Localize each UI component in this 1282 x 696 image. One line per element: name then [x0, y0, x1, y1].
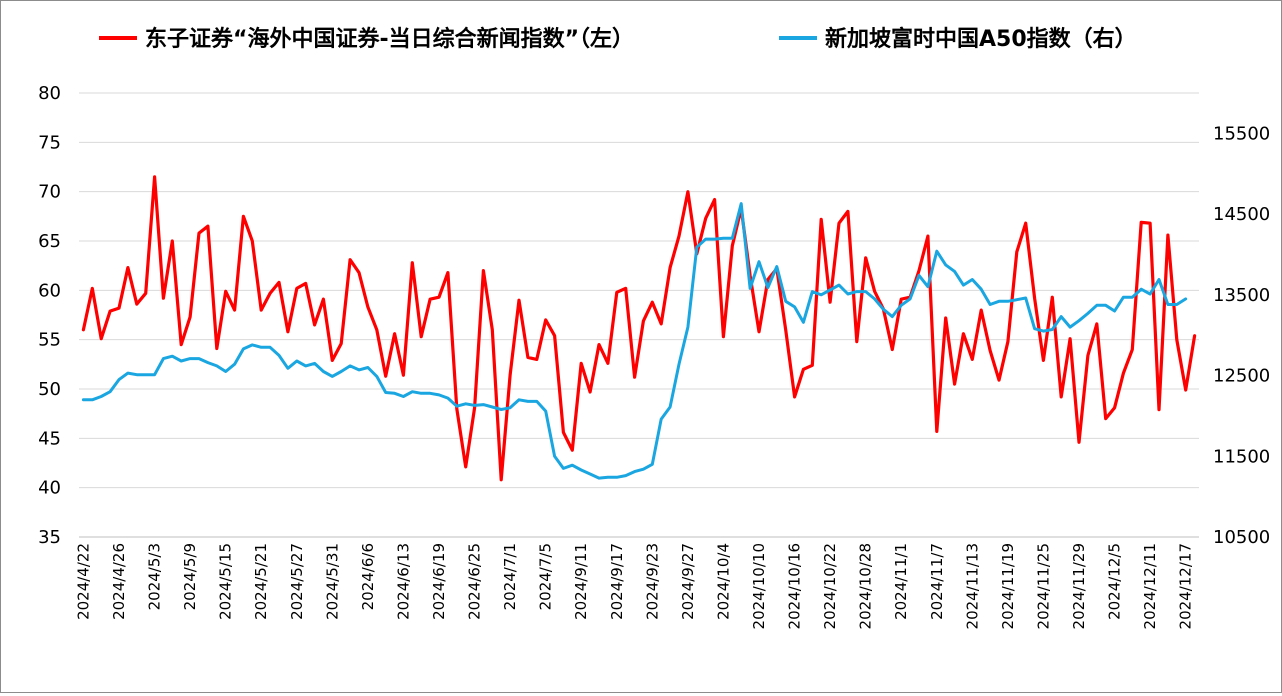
series-line-a50-index — [81, 202, 1188, 480]
left-y-tick-label: 70 — [38, 182, 61, 203]
left-y-tick-label: 50 — [38, 379, 61, 400]
left-y-tick-label: 35 — [38, 527, 61, 548]
series-layer — [81, 175, 1197, 482]
x-tick-label: 2024/5/31 — [323, 543, 341, 620]
right-y-tick-label: 10500 — [1213, 527, 1270, 548]
x-tick-label: 2024/9/23 — [643, 543, 661, 620]
left-y-tick-label: 60 — [38, 280, 61, 301]
x-tick-label: 2024/10/22 — [821, 543, 839, 629]
left-y-axis: 35 40 45 50 55 60 65 70 75 80 — [38, 83, 61, 548]
x-tick-label: 2024/11/25 — [1034, 543, 1052, 629]
right-y-tick-label: 11500 — [1213, 446, 1270, 467]
x-tick-label: 2024/10/28 — [857, 543, 875, 629]
left-y-tick-label: 80 — [38, 83, 61, 104]
x-tick-label: 2024/5/27 — [288, 543, 306, 620]
x-tick-label: 2024/6/19 — [430, 543, 448, 620]
right-y-tick-label: 14500 — [1213, 204, 1270, 225]
x-tick-label: 2024/12/11 — [1141, 543, 1159, 629]
x-tick-label: 2024/6/6 — [359, 543, 377, 610]
x-tick-label: 2024/11/13 — [963, 543, 981, 629]
right-y-axis: 10500 11500 12500 13500 14500 15500 — [1213, 123, 1270, 548]
left-y-tick-label: 75 — [38, 132, 61, 153]
right-y-tick-label: 15500 — [1213, 123, 1270, 144]
x-tick-label: 2024/5/15 — [217, 543, 235, 620]
right-y-tick-label: 12500 — [1213, 366, 1270, 387]
x-tick-label: 2024/10/16 — [786, 543, 804, 629]
x-axis: 2024/4/22 2024/4/26 2024/5/3 2024/5/9 2024/5… — [74, 536, 1199, 629]
x-tick-label: 2024/10/10 — [750, 543, 768, 629]
left-y-tick-label: 65 — [38, 231, 61, 252]
x-tick-label: 2024/11/29 — [1070, 543, 1088, 629]
right-y-tick-label: 13500 — [1213, 285, 1270, 306]
left-y-tick-label: 45 — [38, 428, 61, 449]
x-tick-label: 2024/5/21 — [252, 543, 270, 620]
x-tick-label: 2024/12/5 — [1106, 543, 1124, 620]
x-tick-label: 2024/6/13 — [394, 543, 412, 620]
gridlines — [79, 92, 1199, 489]
legend-label-news-index: 东子证券“海外中国证券-当日综合新闻指数”（左） — [145, 26, 634, 52]
x-tick-label: 2024/12/17 — [1177, 543, 1195, 629]
legend: 东子证券“海外中国证券-当日综合新闻指数”（左） 新加坡富时中国A50指数（右） — [99, 26, 1137, 52]
x-tick-label: 2024/5/9 — [181, 543, 199, 610]
x-tick-label: 2024/9/27 — [679, 543, 697, 620]
x-tick-label: 2024/11/19 — [999, 543, 1017, 629]
x-tick-label: 2024/7/1 — [501, 543, 519, 610]
left-y-tick-label: 40 — [38, 478, 61, 499]
x-tick-label: 2024/7/5 — [537, 543, 555, 610]
x-tick-label: 2024/4/22 — [74, 543, 92, 620]
x-tick-label: 2024/11/1 — [892, 543, 910, 620]
x-tick-label: 2024/9/17 — [608, 543, 626, 620]
x-tick-label: 2024/9/11 — [572, 543, 590, 620]
x-tick-label: 2024/11/7 — [928, 543, 946, 620]
x-tick-label: 2024/10/4 — [714, 543, 732, 620]
x-tick-label: 2024/5/3 — [146, 543, 164, 610]
x-tick-label: 2024/6/25 — [466, 543, 484, 620]
x-tick-label: 2024/4/26 — [110, 543, 128, 620]
series-line-news-index — [81, 175, 1197, 482]
left-y-tick-label: 55 — [38, 330, 61, 351]
legend-label-a50-index: 新加坡富时中国A50指数（右） — [825, 26, 1137, 52]
